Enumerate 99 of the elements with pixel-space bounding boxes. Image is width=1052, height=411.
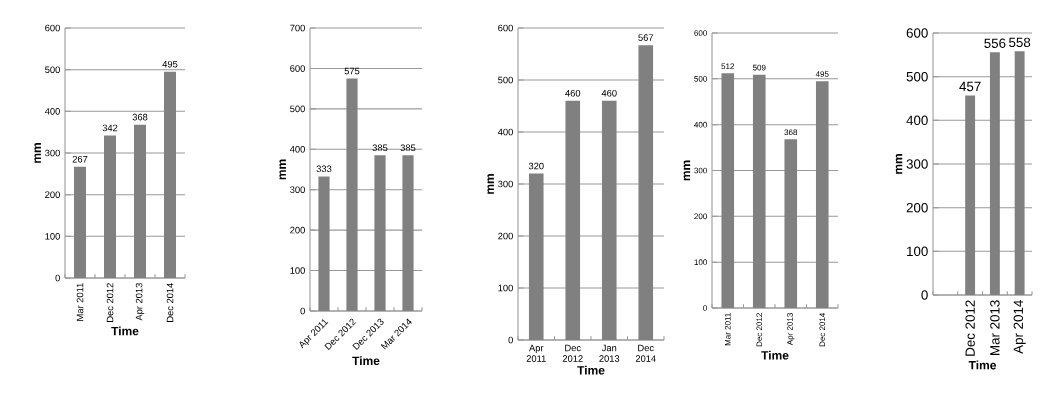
y-tick-label: 600 (290, 65, 305, 72)
x-axis-title: Time (968, 360, 997, 370)
data-label: 385 (400, 144, 416, 152)
y-axis-title: mm (895, 154, 903, 174)
bar (318, 176, 330, 311)
y-axis-title: mm (487, 174, 494, 194)
y-tick-label: 400 (497, 128, 513, 136)
x-axis-title: Time (352, 356, 380, 366)
y-tick-label: 100 (498, 284, 513, 292)
bar (346, 78, 358, 311)
y-tick-label: 500 (694, 76, 707, 82)
bar (815, 81, 829, 308)
bar (164, 71, 177, 278)
bar (989, 52, 1000, 295)
y-tick-label: 300 (290, 186, 305, 194)
y-tick-label: 200 (498, 232, 513, 240)
x-axis-title: Time (761, 350, 789, 360)
x-tick-label: Dec 2014 (166, 283, 174, 322)
y-tick-label: 0 (921, 290, 928, 300)
data-label: 320 (528, 162, 544, 170)
y-tick-label: 300 (498, 180, 513, 188)
y-tick-label: 0 (300, 307, 305, 315)
bar (721, 73, 735, 308)
data-label: 267 (72, 155, 88, 163)
x-tick-label: Mar 2011 (76, 283, 84, 321)
y-tick-label: 200 (694, 213, 707, 220)
x-tick-label: Apr 2014 (1013, 300, 1026, 354)
bar (1014, 51, 1025, 295)
y-axis-title: mm (279, 159, 286, 180)
y-tick-label: 300 (694, 167, 707, 174)
y-tick-label: 100 (694, 259, 707, 266)
data-label: 556 (984, 38, 1006, 48)
y-tick-label: 400 (289, 146, 305, 153)
bar (784, 139, 798, 308)
y-axis-title: mm (683, 160, 691, 181)
bar (528, 173, 544, 340)
bar (134, 124, 147, 278)
data-label: 558 (1009, 37, 1031, 48)
y-tick-label: 300 (906, 159, 928, 169)
y-tick-label: 100 (45, 233, 60, 240)
bar (638, 45, 654, 340)
y-tick-label: 600 (694, 30, 707, 36)
y-tick-label: 200 (290, 226, 305, 234)
data-label: 460 (565, 89, 581, 97)
bar (601, 100, 617, 340)
bar (402, 155, 414, 311)
y-tick-label: 400 (44, 108, 60, 115)
y-tick-label: 600 (906, 28, 928, 38)
y-tick-label: 0 (55, 274, 60, 282)
x-tick-label: Dec 2012 (562, 344, 583, 362)
data-label: 512 (721, 63, 735, 70)
x-tick-label: Apr 2013 (787, 313, 795, 346)
y-tick-label: 500 (906, 71, 928, 82)
x-tick-label: Mar 2013 (990, 300, 1000, 355)
x-tick-label: Dec 2012 (106, 283, 114, 322)
data-label: 509 (752, 64, 766, 71)
y-tick-label: 600 (45, 24, 60, 32)
x-axis-title: Time (111, 326, 139, 336)
bar (104, 135, 116, 278)
x-tick-label: Dec 2012 (756, 313, 763, 347)
y-tick-label: 500 (498, 76, 513, 84)
data-label: 333 (316, 165, 332, 173)
y-tick-label: 700 (290, 24, 305, 32)
x-axis-title: Time (577, 365, 605, 375)
bar (565, 100, 581, 340)
y-tick-label: 400 (694, 121, 707, 128)
y-tick-label: 200 (906, 202, 928, 213)
data-label: 567 (638, 34, 654, 41)
x-tick-label: Dec 2014 (819, 312, 826, 347)
bar (965, 95, 976, 295)
y-tick-label: 100 (907, 246, 928, 257)
x-tick-label: Dec 2012 (965, 300, 975, 356)
x-tick-label: Dec 2014 (635, 344, 656, 362)
x-tick-label: Jan 2013 (599, 344, 620, 362)
y-tick-label: 400 (906, 115, 928, 126)
data-label: 495 (815, 71, 829, 77)
data-label: 385 (372, 144, 388, 152)
data-label: 460 (601, 89, 617, 97)
data-label: 368 (132, 113, 148, 121)
x-tick-label: Mar 2011 (724, 313, 731, 346)
bar (374, 155, 386, 311)
y-axis-title: mm (34, 143, 41, 163)
y-tick-label: 500 (45, 66, 60, 73)
data-label: 495 (162, 60, 178, 68)
x-tick-label: Apr 2011 (526, 344, 546, 362)
y-tick-label: 500 (290, 105, 305, 113)
data-label: 368 (784, 129, 798, 136)
y-tick-label: 0 (703, 305, 707, 311)
data-label: 457 (959, 81, 981, 92)
bar (74, 166, 86, 278)
y-tick-label: 600 (498, 24, 513, 32)
y-tick-label: 300 (45, 149, 60, 157)
y-tick-label: 100 (290, 267, 305, 274)
y-tick-label: 0 (508, 336, 513, 344)
y-tick-label: 200 (45, 191, 60, 198)
x-tick-label: Apr 2013 (135, 283, 145, 321)
data-label: 342 (102, 124, 118, 132)
data-label: 575 (344, 67, 360, 75)
bar (752, 74, 766, 308)
